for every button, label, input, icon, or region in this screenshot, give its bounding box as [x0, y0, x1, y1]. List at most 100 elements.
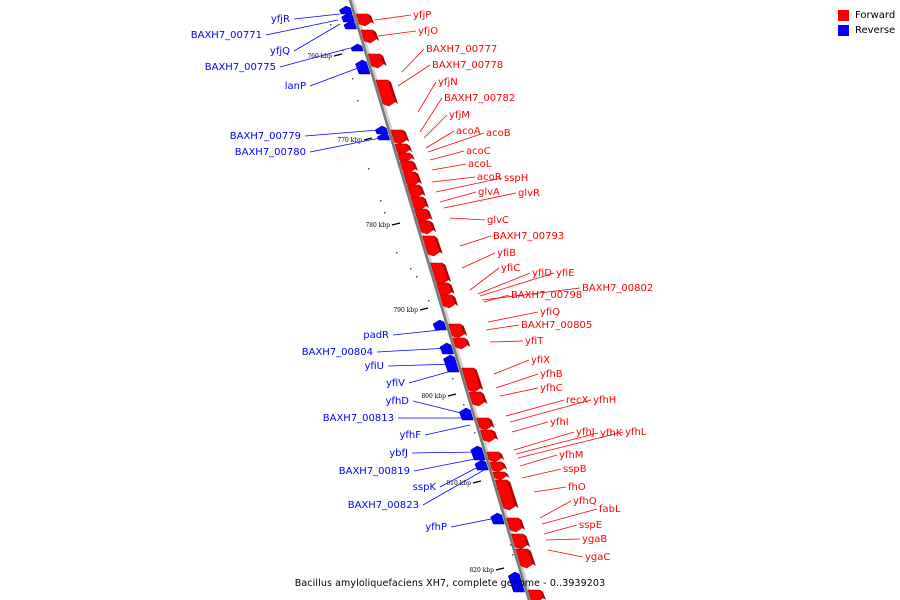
gene-label-yfhp[interactable]: yfhP [425, 522, 447, 533]
gene-label-yfjq[interactable]: yfjQ [270, 46, 290, 57]
gene-label-acoc[interactable]: acoC [466, 146, 491, 157]
gene-label-yfhm[interactable]: yfhM [559, 450, 583, 461]
gene-label-yfhf[interactable]: yfhF [399, 430, 421, 441]
forward-gene-feature[interactable] [448, 323, 465, 339]
forward-gene-feature[interactable] [390, 129, 407, 145]
gene-label-baxh7_00777[interactable]: BAXH7_00777 [426, 44, 497, 55]
forward-gene-feature[interactable] [515, 548, 534, 569]
gene-label-baxh7_00778[interactable]: BAXH7_00778 [432, 60, 503, 71]
gene-label-yfit[interactable]: yfiT [525, 336, 544, 347]
gene-label-baxh7_00819[interactable]: BAXH7_00819 [339, 466, 410, 477]
forward-gene-feature[interactable] [397, 152, 413, 163]
gene-label-glvr[interactable]: glvR [518, 188, 540, 199]
reverse-gene-feature[interactable] [350, 43, 364, 52]
forward-gene-feature[interactable] [355, 13, 372, 27]
gene-label-acol[interactable]: acoL [468, 159, 492, 170]
forward-gene-feature[interactable] [367, 53, 384, 69]
reverse-gene-feature[interactable] [439, 342, 454, 355]
reverse-gene-feature[interactable] [443, 354, 460, 373]
forward-gene-feature[interactable] [417, 220, 434, 235]
reverse-gene-feature[interactable] [470, 445, 486, 461]
gene-label-baxh7_00771[interactable]: BAXH7_00771 [191, 30, 262, 41]
gene-label-yfiv[interactable]: yfiV [386, 378, 405, 389]
gene-label-baxh7_00779[interactable]: BAXH7_00779 [230, 131, 301, 142]
gene-label-baxh7_00780[interactable]: BAXH7_00780 [235, 147, 306, 158]
gene-label-padr[interactable]: padR [363, 330, 389, 341]
gene-label-yfhl[interactable]: yfhL [625, 427, 647, 438]
forward-gene-feature[interactable] [468, 391, 485, 407]
reverse-gene-feature[interactable] [339, 5, 353, 15]
gene-label-yfic[interactable]: yfiC [501, 263, 520, 274]
gene-label-fho[interactable]: fhO [568, 482, 586, 493]
forward-gene-feature[interactable] [492, 471, 507, 481]
reverse-gene-feature[interactable] [459, 407, 474, 421]
gene-label-sspb[interactable]: sspB [563, 464, 587, 475]
forward-gene-feature[interactable] [494, 479, 516, 511]
gene-label-baxh7_00823[interactable]: BAXH7_00823 [348, 500, 419, 511]
gene-label-yfhb[interactable]: yfhB [540, 369, 563, 380]
forward-gene-feature[interactable] [486, 451, 502, 463]
forward-gene-feature[interactable] [527, 589, 544, 600]
forward-gene-feature[interactable] [479, 429, 496, 443]
forward-gene-feature[interactable] [394, 143, 410, 155]
gene-label-yfhi[interactable]: yfhI [550, 417, 569, 428]
gene-label-sspk[interactable]: sspK [413, 482, 437, 493]
gene-label-fabl[interactable]: fabL [599, 504, 621, 515]
forward-gene-feature[interactable] [430, 262, 449, 285]
gene-label-yfid[interactable]: yfiD [532, 268, 552, 279]
gene-label-baxh7_00782[interactable]: BAXH7_00782 [444, 93, 515, 104]
forward-gene-feature[interactable] [506, 517, 523, 533]
gene-label-baxh7_00813[interactable]: BAXH7_00813 [323, 413, 394, 424]
gene-label-yfiq[interactable]: yfiQ [540, 307, 560, 318]
reverse-gene-feature[interactable] [474, 459, 489, 471]
gene-label-ygac[interactable]: ygaC [585, 552, 610, 563]
gene-label-yfix[interactable]: yfiX [531, 355, 550, 366]
forward-gene-feature[interactable] [452, 337, 468, 350]
gene-label-yfjo[interactable]: yfjO [418, 26, 438, 37]
gene-label-yfhk[interactable]: yfhK [600, 428, 623, 439]
forward-gene-feature[interactable] [414, 208, 430, 223]
gene-label-ygab[interactable]: ygaB [582, 534, 607, 545]
forward-gene-feature[interactable] [410, 196, 427, 211]
forward-gene-feature[interactable] [360, 29, 377, 44]
reverse-gene-feature[interactable] [343, 20, 357, 30]
reverse-gene-feature[interactable] [490, 512, 505, 525]
gene-label-acor[interactable]: acoR [477, 172, 502, 183]
forward-gene-feature[interactable] [406, 184, 423, 199]
reverse-gene-feature[interactable] [374, 125, 389, 135]
gene-label-acob[interactable]: acoB [486, 128, 511, 139]
forward-gene-feature[interactable] [510, 533, 528, 550]
reverse-gene-feature[interactable] [507, 571, 525, 593]
gene-label-yfhc[interactable]: yfhC [540, 383, 563, 394]
gene-label-baxh7_00805[interactable]: BAXH7_00805 [521, 320, 592, 331]
gene-label-recx[interactable]: recX [566, 395, 589, 406]
forward-gene-feature[interactable] [422, 235, 441, 257]
gene-label-baxh7_00798[interactable]: BAXH7_00798 [511, 290, 582, 301]
forward-gene-feature[interactable] [402, 171, 420, 187]
gene-label-baxh7_00793[interactable]: BAXH7_00793 [493, 231, 564, 242]
gene-label-yfib[interactable]: yfiB [497, 248, 516, 259]
gene-label-ybfj[interactable]: ybfJ [389, 448, 408, 459]
gene-label-yfhd[interactable]: yfhD [386, 396, 410, 407]
gene-label-glvc[interactable]: glvC [487, 215, 509, 226]
gene-label-yfhh[interactable]: yfhH [593, 395, 616, 406]
gene-label-baxh7_00775[interactable]: BAXH7_00775 [205, 62, 276, 73]
forward-gene-feature[interactable] [489, 461, 505, 473]
reverse-gene-feature[interactable] [341, 12, 355, 23]
gene-label-yfie[interactable]: yfiE [556, 268, 575, 279]
reverse-gene-feature[interactable] [376, 132, 391, 141]
gene-label-yfjm[interactable]: yfjM [449, 110, 470, 121]
reverse-gene-feature[interactable] [432, 319, 447, 331]
gene-label-glva[interactable]: glvA [478, 187, 500, 198]
gene-label-yfjn[interactable]: yfjN [438, 77, 458, 88]
gene-label-acoa[interactable]: acoA [456, 126, 481, 137]
gene-label-yfhj[interactable]: yfhJ [576, 427, 595, 438]
gene-label-ssph[interactable]: sspH [504, 173, 528, 184]
forward-gene-feature[interactable] [476, 417, 492, 431]
forward-gene-feature[interactable] [439, 294, 456, 309]
forward-gene-feature[interactable] [375, 79, 396, 107]
reverse-gene-feature[interactable] [355, 59, 371, 75]
forward-gene-feature[interactable] [461, 367, 481, 393]
gene-label-lanp[interactable]: lanP [285, 81, 306, 92]
gene-label-yfjr[interactable]: yfjR [271, 14, 290, 25]
